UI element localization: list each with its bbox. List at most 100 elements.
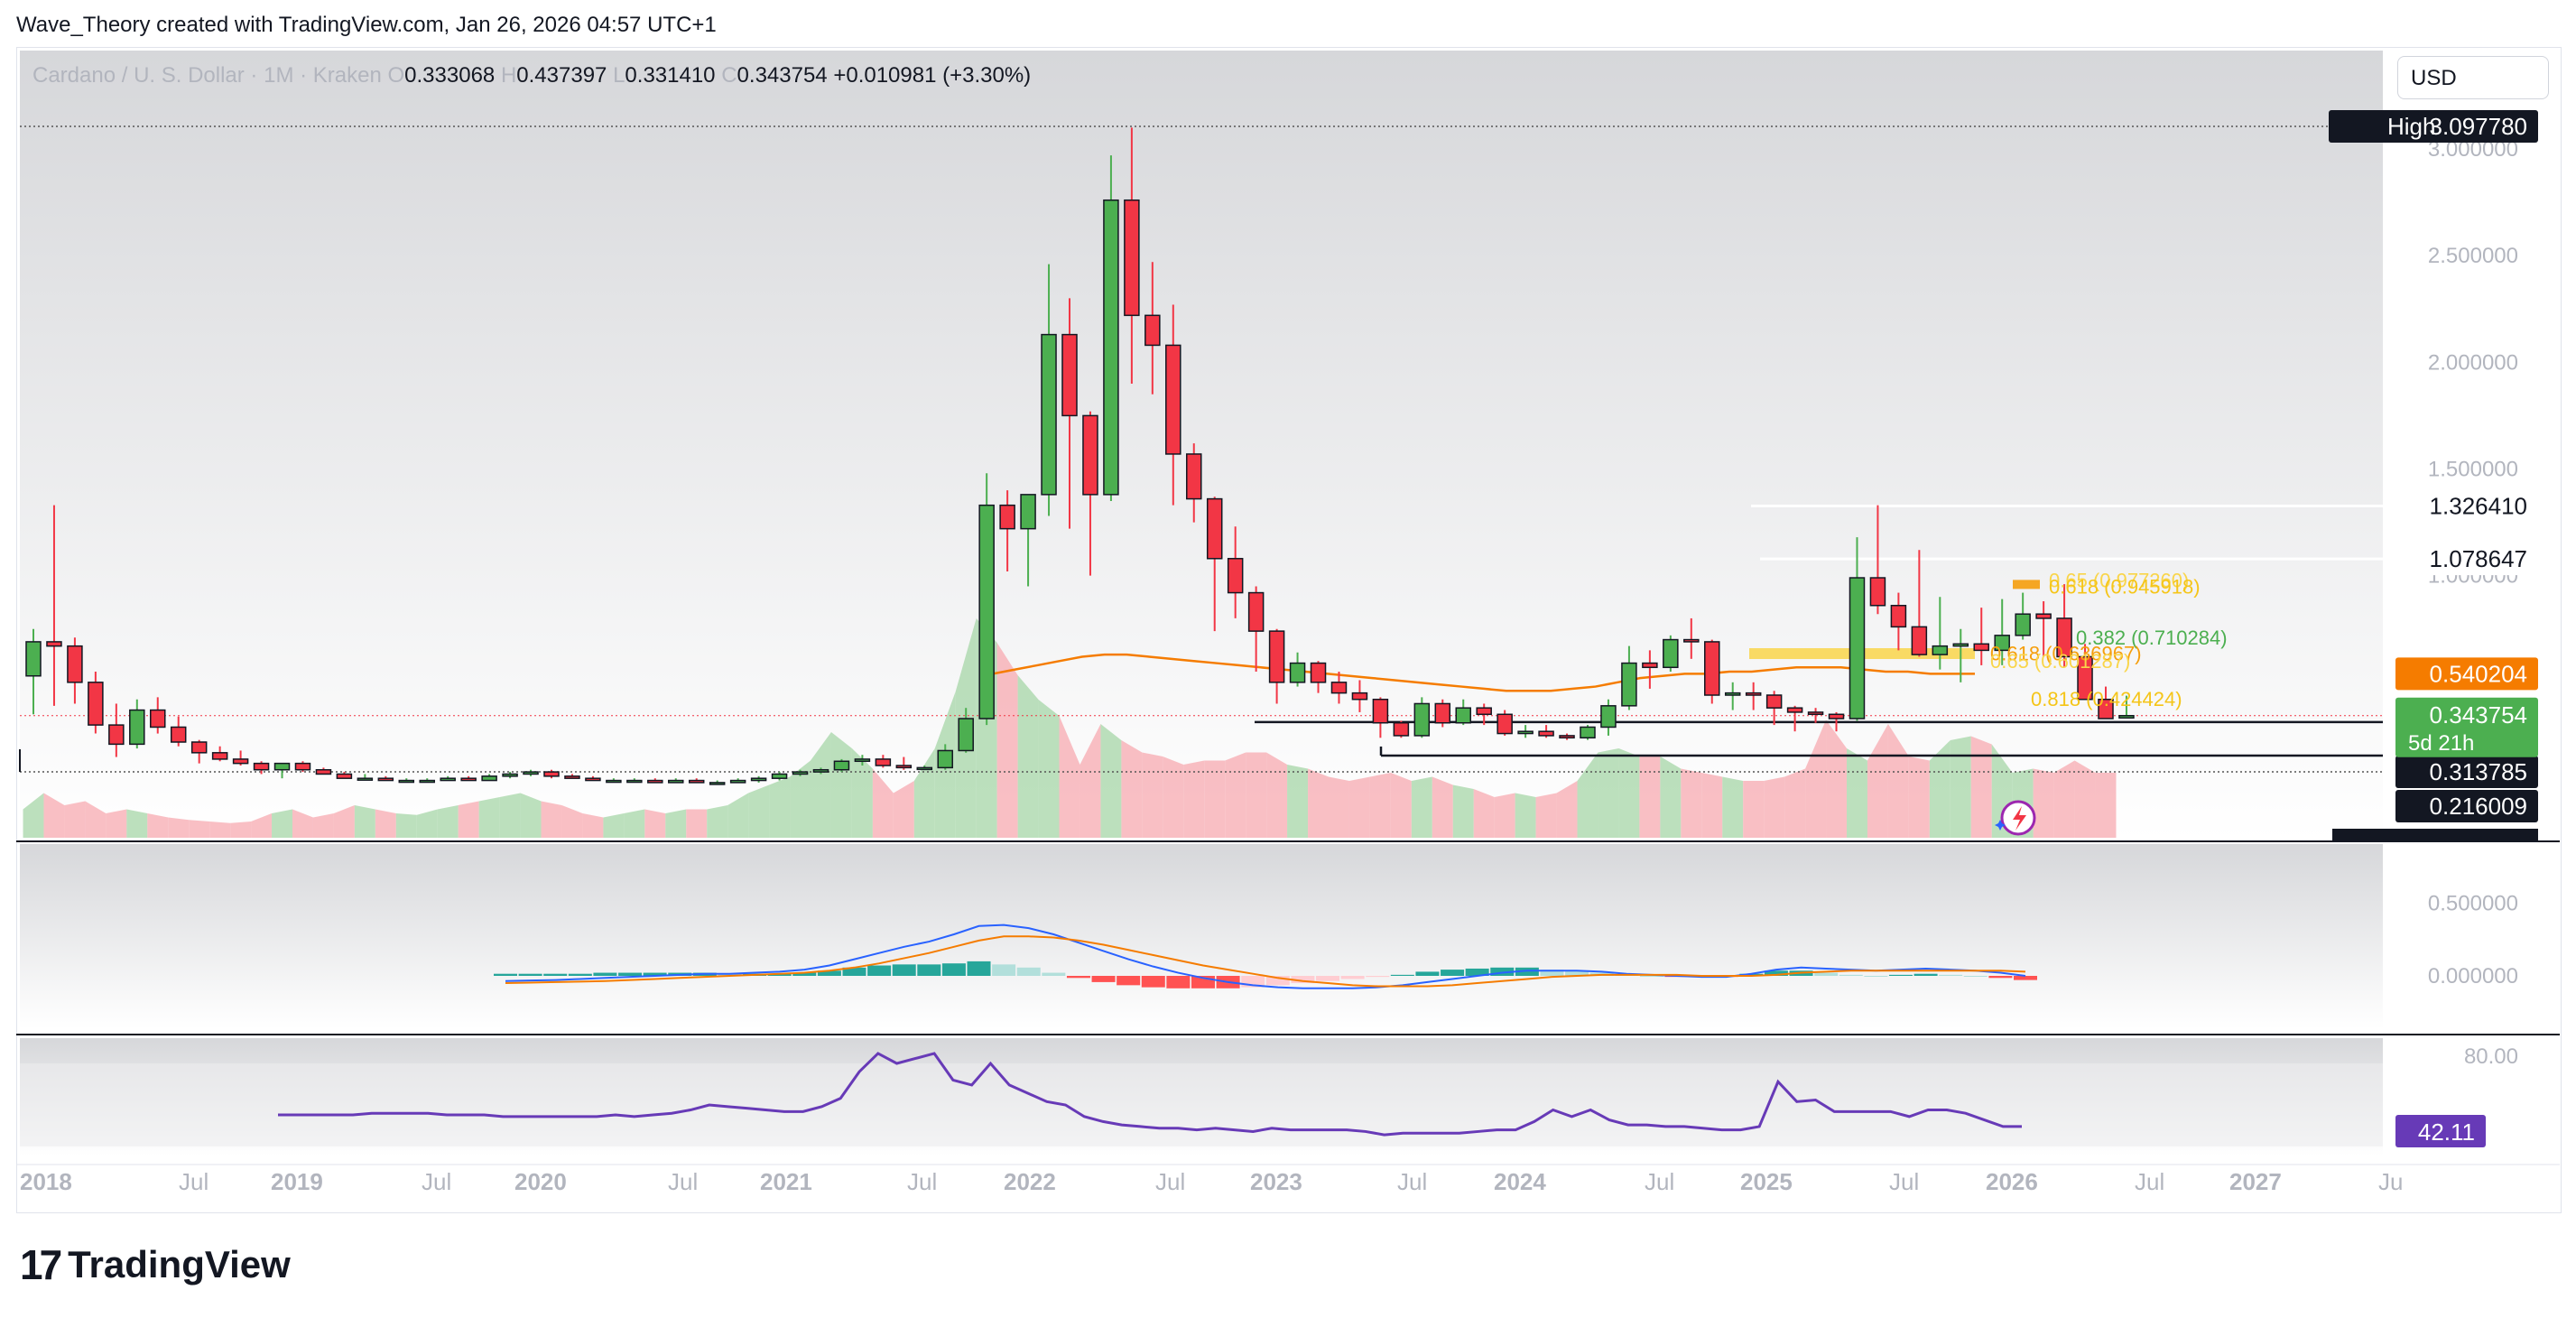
volume-bar (333, 805, 355, 838)
time-tick-label: Jul (1645, 1168, 1674, 1195)
volume-bar (851, 748, 873, 838)
moving-average (992, 653, 1976, 692)
volume-bar (1826, 719, 1847, 838)
macd-histogram-bar (1888, 974, 1913, 976)
volume-bar (43, 793, 65, 838)
volume-bar (1535, 793, 1557, 838)
volume-bar (1287, 765, 1309, 838)
price-label-box (2395, 543, 2538, 576)
macd-histogram-bar (2014, 976, 2037, 980)
time-tick-label: Jul (1397, 1168, 1427, 1195)
high-key: H (500, 63, 517, 88)
macd-pane-bg (20, 844, 2383, 1029)
candle-body (273, 762, 291, 771)
candle-body (1849, 577, 1866, 719)
logo-text: TradingView (68, 1243, 291, 1286)
price-label-box (2395, 489, 2538, 523)
macd-histogram-bar (941, 963, 966, 976)
volume-bar (1598, 748, 1619, 838)
time-tick-label: Jul (179, 1168, 208, 1195)
volume-bar (230, 821, 252, 838)
price-label-tag: High (2387, 113, 2435, 140)
volume-bar (1950, 736, 1971, 838)
macd-histogram-bar (1340, 976, 1365, 979)
candle-body (1786, 707, 1803, 713)
volume-bar (1473, 789, 1495, 838)
price-axis[interactable]: 3.0000002.5000002.0000001.5000001.000000… (2329, 110, 2538, 858)
candle-body (564, 775, 580, 779)
time-tick-label: 2020 (514, 1168, 567, 1195)
macd-histogram-bar (892, 964, 916, 976)
candle-body (792, 771, 809, 775)
candle-body (875, 758, 892, 766)
candle-body (2035, 613, 2052, 619)
chart-frame (16, 47, 2562, 1213)
lightning-icon[interactable] (1995, 800, 2036, 836)
candle-body (88, 682, 104, 726)
volume-bar (1867, 724, 1888, 838)
volume-bar (1805, 719, 1827, 838)
candle-series (25, 127, 2135, 785)
candle-body (377, 777, 394, 782)
macd-histogram-bar (1963, 976, 1988, 977)
volume-bar (1660, 756, 1682, 838)
macd-histogram-bar (1042, 972, 1066, 976)
candle-body (1911, 626, 1928, 655)
macd-histogram-bar (1016, 967, 1041, 976)
candle-body (771, 773, 788, 779)
currency-button[interactable]: USD (2397, 56, 2549, 99)
macd-histogram-bar (1739, 973, 1764, 976)
symbol-name[interactable]: Cardano / U. S. Dollar · 1M · Kraken (32, 63, 382, 88)
candle-body (460, 777, 477, 782)
candle-body (668, 779, 684, 784)
macd-histogram-bar (1515, 967, 1539, 976)
candle-body (108, 724, 125, 746)
tradingview-logo[interactable]: 17 TradingView (20, 1240, 291, 1289)
volume-bar (147, 813, 169, 838)
candle-body (1310, 662, 1327, 683)
candle-body (1517, 730, 1534, 735)
candle-body (1807, 711, 1824, 716)
macd-histogram-bar (643, 972, 667, 976)
volume-bar (1329, 776, 1349, 838)
volume-bar (1369, 773, 1391, 838)
volume-bar (1225, 752, 1246, 838)
volume-bar (2095, 773, 2117, 838)
candle-body (253, 762, 270, 771)
volume-bar (830, 732, 852, 838)
macd-histogram-bar (1565, 970, 1589, 976)
volume-bar (1494, 793, 1515, 838)
candle-body (1082, 414, 1098, 496)
candle-body (1289, 662, 1306, 683)
candle-body (895, 765, 913, 769)
volume-bar (292, 809, 313, 838)
candle-body (502, 773, 518, 777)
price-pane-bg (20, 51, 2383, 840)
time-axis[interactable]: 2018 Jul 2019 Jul 2020 Jul 2021 Jul 2022 Jul 2023 J… (20, 1168, 2403, 1195)
volume-bar (1743, 781, 1765, 838)
volume-bar (1266, 752, 1288, 838)
price-tick-label: 1.500000 (2428, 458, 2518, 482)
candle-body (232, 758, 249, 765)
volume-bar (1929, 740, 1951, 838)
macd-histogram-bar (1988, 976, 2013, 979)
candle-body (190, 741, 208, 754)
price-label-box (2395, 657, 2538, 691)
macd-histogram-bar (1415, 971, 1440, 976)
fib-zone (2013, 580, 2040, 589)
volume-bar (748, 784, 770, 838)
volume-bar (1348, 776, 1370, 838)
candle-body (1663, 638, 1679, 669)
logo-mark: 17 (20, 1241, 62, 1288)
volume-bar (1887, 724, 1909, 838)
volume-bar (1970, 736, 1992, 838)
candle-body (46, 641, 62, 647)
volume-bar (458, 801, 479, 838)
fib-label: 0.382 (0.710284) (2076, 627, 2228, 649)
candle-body (481, 775, 497, 782)
candle-body (2098, 698, 2114, 719)
volume-bar (2033, 768, 2054, 838)
candle-body (25, 641, 42, 677)
macd-histogram-bar (992, 964, 1016, 976)
